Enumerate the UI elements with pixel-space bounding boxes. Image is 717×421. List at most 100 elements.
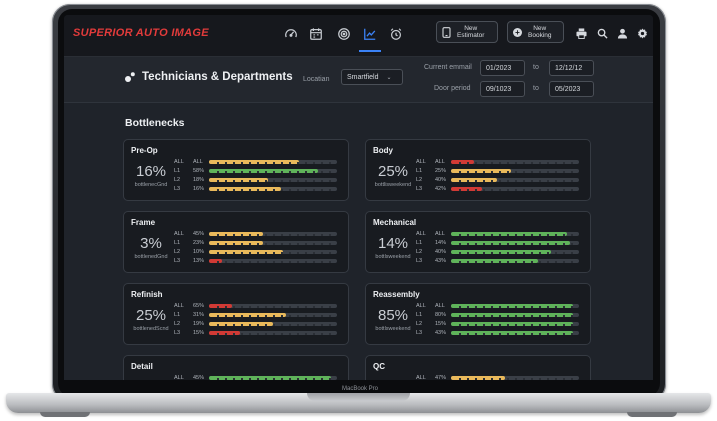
segment-divider [563, 333, 565, 335]
level-percent: 19% [193, 321, 205, 327]
location-select[interactable]: Smartfield ⌄ [341, 69, 403, 85]
segment-divider [571, 252, 573, 254]
level-row: ALL ALL [416, 231, 586, 239]
current-to-field[interactable]: 12/12/12 [549, 60, 594, 76]
segment-divider [475, 243, 477, 245]
segment-divider [475, 324, 477, 326]
segment-divider [241, 306, 243, 308]
segment-divider [539, 261, 541, 263]
department-card-frame[interactable]: Frame 3% bottlenedGnd ALL 45% L1 23% L2 10% L3 13% [123, 211, 349, 273]
segment-divider [313, 162, 315, 164]
segment-divider [571, 315, 573, 317]
user-icon[interactable] [615, 26, 629, 40]
segment-divider [297, 162, 299, 164]
calendar-icon[interactable] [307, 25, 325, 43]
new-booking-button[interactable]: + New Booking [507, 21, 564, 43]
segment-divider [563, 189, 565, 191]
segment-divider [531, 315, 533, 317]
department-name: Mechanical [373, 218, 417, 227]
department-card-pre-op[interactable]: Pre-Op 16% bottlenecGnd ALL ALL L1 58% L2 18% L3 1… [123, 139, 349, 201]
progress-fill [451, 331, 573, 335]
segment-divider [273, 315, 275, 317]
segment-divider [313, 261, 315, 263]
segment-divider [467, 189, 469, 191]
progress-track [451, 187, 579, 191]
segment-divider [249, 243, 251, 245]
segment-divider [217, 306, 219, 308]
segment-divider [217, 189, 219, 191]
level-label: L2 [174, 177, 181, 183]
segment-divider [523, 180, 525, 182]
door-to-field[interactable]: 05/2023 [549, 81, 594, 97]
segment-divider [225, 306, 227, 308]
segment-divider [547, 243, 549, 245]
progress-fill [209, 187, 281, 191]
segment-divider [265, 189, 267, 191]
segment-divider [233, 171, 235, 173]
segment-divider [467, 315, 469, 317]
print-icon[interactable] [574, 26, 588, 40]
segment-divider [563, 243, 565, 245]
search-icon[interactable] [595, 26, 609, 40]
segment-divider [289, 378, 291, 380]
department-name: Pre-Op [131, 146, 158, 155]
segment-divider [281, 243, 283, 245]
level-row: L1 58% [174, 168, 344, 176]
segment-divider [531, 333, 533, 335]
level-row: L2 15% [416, 321, 586, 329]
department-card-reassembly[interactable]: Reassembly 85% bottlsweekend ALL ALL L1 80% L2 1… [365, 283, 591, 345]
progress-fill [451, 313, 573, 317]
department-card-mechanical[interactable]: Mechanical 14% bottlsweekend ALL ALL L1 14% L2 4… [365, 211, 591, 273]
segment-divider [321, 180, 323, 182]
brand-logo[interactable]: SUPERIOR AUTO IMAGE [73, 27, 209, 39]
new-estimator-button[interactable]: New Estimator [436, 21, 498, 43]
segment-divider [265, 261, 267, 263]
current-from-field[interactable]: 01/2023 [480, 60, 525, 76]
segment-divider [515, 252, 517, 254]
segment-divider [297, 315, 299, 317]
speedometer-icon[interactable] [282, 25, 300, 43]
bottleneck-subtitle: bottlsweekend [375, 254, 411, 260]
segment-divider [515, 234, 517, 236]
segment-divider [265, 243, 267, 245]
segment-divider [547, 234, 549, 236]
target-icon[interactable] [335, 25, 353, 43]
segment-divider [531, 306, 533, 308]
segment-divider [547, 306, 549, 308]
section-title: Bottlenecks [125, 117, 185, 129]
level-row: L3 42% [416, 186, 586, 194]
chart-line-icon[interactable] [359, 25, 381, 52]
segment-divider [313, 333, 315, 335]
department-card-body[interactable]: Body 25% bottlisweekend ALL ALL L1 25% L2 40% L3 4… [365, 139, 591, 201]
segment-divider [571, 261, 573, 263]
segment-divider [233, 324, 235, 326]
segment-divider [249, 324, 251, 326]
segment-divider [563, 180, 565, 182]
level-label: L2 [174, 321, 181, 327]
segment-divider [499, 324, 501, 326]
door-from-field[interactable]: 09/1023 [480, 81, 525, 97]
department-card-qc[interactable]: QC ALL 47% [365, 355, 591, 380]
segment-divider [571, 306, 573, 308]
level-percent: 25% [435, 168, 447, 174]
segment-divider [321, 162, 323, 164]
alarm-clock-icon[interactable] [387, 25, 405, 43]
top-navigation-bar: SUPERIOR AUTO IMAGE New Estimator + New … [64, 15, 653, 57]
segment-divider [539, 252, 541, 254]
level-label: ALL [174, 231, 184, 237]
segment-divider [531, 252, 533, 254]
segment-divider [467, 306, 469, 308]
bottleneck-percent: 14% [377, 235, 409, 252]
segment-divider [547, 252, 549, 254]
segment-divider [555, 189, 557, 191]
department-card-refinish[interactable]: Refinish 25% bottlenedScnd ALL 65% L1 31% L2 19%… [123, 283, 349, 345]
segment-divider [241, 261, 243, 263]
level-row: L3 43% [416, 258, 586, 266]
segment-divider [321, 324, 323, 326]
department-card-detail[interactable]: Detail ALL 45% [123, 355, 349, 380]
segment-divider [249, 378, 251, 380]
segment-divider [515, 171, 517, 173]
segment-divider [555, 306, 557, 308]
segment-divider [241, 189, 243, 191]
gear-icon[interactable] [635, 26, 649, 40]
